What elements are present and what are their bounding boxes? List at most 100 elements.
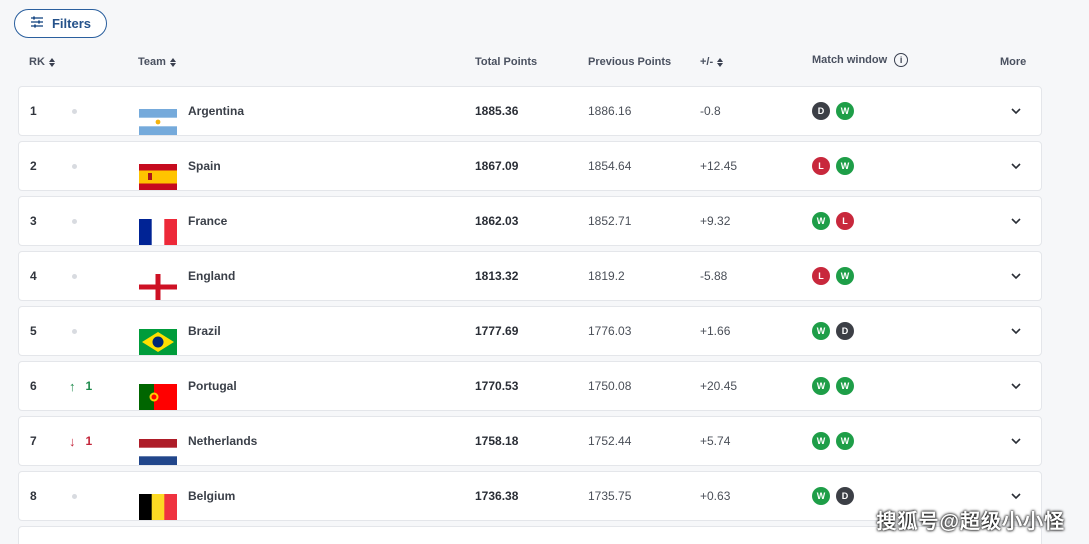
expand-row-button[interactable] bbox=[1007, 252, 1025, 300]
flag-spain-icon bbox=[139, 153, 177, 201]
flag-belgium-icon bbox=[139, 483, 177, 531]
flag-brazil-icon bbox=[139, 318, 177, 366]
arrow-up-icon: ↑ bbox=[69, 378, 76, 394]
match-result-badge: L bbox=[812, 267, 830, 285]
arrow-down-icon: ↓ bbox=[69, 433, 76, 449]
column-rk-label: RK bbox=[29, 56, 45, 68]
total-points: 1862.03 bbox=[475, 214, 519, 228]
watermark: 搜狐号@超级小小怪 bbox=[876, 511, 1065, 533]
rank: 3 bbox=[30, 214, 37, 228]
team-name[interactable]: Argentina bbox=[188, 104, 245, 118]
match-result-badge: W bbox=[836, 377, 854, 395]
total-points: 1885.36 bbox=[475, 104, 519, 118]
expand-row-button[interactable] bbox=[1007, 87, 1025, 135]
column-diff[interactable]: +/- bbox=[700, 56, 724, 68]
expand-row-button[interactable] bbox=[1007, 362, 1025, 410]
team-name[interactable]: England bbox=[188, 269, 236, 283]
rank-move-up: ↑ 1 bbox=[69, 362, 92, 410]
chevron-down-icon bbox=[1011, 438, 1021, 445]
rank: 6 bbox=[30, 379, 37, 393]
expand-row-button[interactable] bbox=[1007, 307, 1025, 355]
points-diff: -0.8 bbox=[700, 104, 721, 118]
rank-move-none bbox=[69, 87, 77, 135]
rank-move-none bbox=[69, 142, 77, 190]
match-result-badge: W bbox=[836, 432, 854, 450]
match-result-badge: W bbox=[812, 212, 830, 230]
rank: 5 bbox=[30, 324, 37, 338]
column-rk[interactable]: RK bbox=[29, 56, 55, 68]
column-total-points-label: Total Points bbox=[475, 56, 538, 68]
rank-move-none bbox=[69, 307, 77, 355]
match-result-badge: D bbox=[836, 487, 854, 505]
expand-row-button[interactable] bbox=[1007, 472, 1025, 520]
column-more: More bbox=[1000, 56, 1026, 68]
no-change-dot-icon bbox=[72, 108, 77, 114]
rank: 7 bbox=[30, 434, 37, 448]
points-diff: +1.66 bbox=[700, 324, 731, 338]
team-name[interactable]: Belgium bbox=[188, 489, 236, 503]
table-header: RK Team Total Points Previous Points +/-… bbox=[0, 52, 1060, 74]
rank-move-none bbox=[69, 197, 77, 245]
no-change-dot-icon bbox=[72, 163, 77, 169]
team-name[interactable]: Portugal bbox=[188, 379, 237, 393]
rank: 8 bbox=[30, 489, 37, 503]
match-result-badge: W bbox=[812, 432, 830, 450]
expand-row-button[interactable] bbox=[1007, 417, 1025, 465]
no-change-dot-icon bbox=[72, 273, 77, 279]
match-result-badge: D bbox=[812, 102, 830, 120]
chevron-down-icon bbox=[1011, 328, 1021, 335]
match-result-badge: W bbox=[812, 322, 830, 340]
team-name[interactable]: Netherlands bbox=[188, 434, 258, 448]
expand-row-button[interactable] bbox=[1007, 197, 1025, 245]
info-icon[interactable]: i bbox=[894, 53, 909, 67]
chevron-down-icon bbox=[1011, 493, 1021, 500]
flag-france-icon bbox=[139, 208, 177, 256]
team-name[interactable]: Brazil bbox=[188, 324, 221, 338]
filters-button[interactable]: Filters bbox=[14, 9, 107, 38]
table-row[interactable]: 7 ↓ 1 Netherlands 1758.18 1752.44 +5.74 W… bbox=[18, 416, 1042, 466]
match-result-badge: W bbox=[812, 377, 830, 395]
column-more-label: More bbox=[1000, 56, 1027, 68]
total-points: 1736.38 bbox=[475, 489, 519, 503]
no-change-dot-icon bbox=[72, 493, 77, 499]
column-previous-points: Previous Points bbox=[588, 56, 671, 68]
rank-move-value: 1 bbox=[85, 434, 93, 448]
flag-netherlands-icon bbox=[139, 428, 177, 476]
rank: 1 bbox=[30, 104, 37, 118]
match-result-badge: L bbox=[836, 212, 854, 230]
chevron-down-icon bbox=[1011, 383, 1021, 390]
rank-move-value: 1 bbox=[85, 379, 93, 393]
flag-argentina-icon bbox=[139, 98, 177, 146]
table-row-partial[interactable] bbox=[18, 526, 1042, 544]
match-result-badge: W bbox=[836, 157, 854, 175]
sort-icon bbox=[717, 57, 724, 67]
column-team[interactable]: Team bbox=[138, 56, 176, 68]
total-points: 1813.32 bbox=[475, 269, 519, 283]
previous-points: 1886.16 bbox=[588, 104, 632, 118]
team-name[interactable]: France bbox=[188, 214, 228, 228]
expand-row-button[interactable] bbox=[1007, 142, 1025, 190]
rank-move-none bbox=[69, 472, 77, 520]
match-result-badge: W bbox=[836, 102, 854, 120]
previous-points: 1750.08 bbox=[588, 379, 632, 393]
points-diff: +9.32 bbox=[700, 214, 731, 228]
previous-points: 1776.03 bbox=[588, 324, 632, 338]
team-name[interactable]: Spain bbox=[188, 159, 221, 173]
filter-icon bbox=[30, 15, 44, 32]
previous-points: 1852.71 bbox=[588, 214, 632, 228]
previous-points: 1735.75 bbox=[588, 489, 632, 503]
